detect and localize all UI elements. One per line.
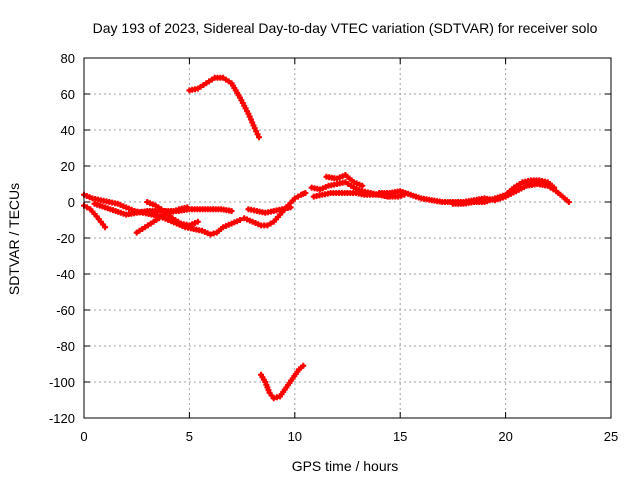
x-tick-label: 20 <box>498 429 512 444</box>
data-series <box>258 362 307 402</box>
y-tick-label: -60 <box>56 303 75 318</box>
data-series <box>449 177 558 207</box>
data-point <box>565 199 572 205</box>
x-tick-label: 0 <box>80 429 87 444</box>
y-tick-label: 0 <box>68 195 75 210</box>
data-series <box>241 190 309 229</box>
data-point <box>302 190 309 196</box>
axis-ticks: 80 60 40 20 0 -20 -40 -60 -80 -100 -120 0 5 10 15 20 25 <box>49 51 618 444</box>
data-point <box>102 224 109 231</box>
x-axis-title: GPS time / hours <box>292 458 399 474</box>
data-point <box>194 218 201 225</box>
y-tick-label: 40 <box>61 123 75 138</box>
data-point <box>184 204 191 211</box>
data-point <box>291 195 298 202</box>
y-tick-label: -40 <box>56 267 75 282</box>
data-point <box>294 193 301 200</box>
data-point <box>359 182 366 189</box>
y-tick-label: 20 <box>61 159 75 174</box>
y-tick-label: 60 <box>61 87 75 102</box>
data-point <box>228 208 235 214</box>
data-series <box>144 199 201 229</box>
y-tick-label: -80 <box>56 339 75 354</box>
y-tick-label: -120 <box>49 411 75 426</box>
data-point <box>84 204 91 211</box>
chart-title: Day 193 of 2023, Sidereal Day-to-day VTE… <box>93 20 598 36</box>
y-axis-title: SDTVAR / TECUs <box>6 183 22 295</box>
x-tick-label: 15 <box>393 429 407 444</box>
y-tick-label: -20 <box>56 231 75 246</box>
data-series <box>323 172 366 189</box>
x-tick-label: 25 <box>604 429 618 444</box>
data-point <box>255 134 262 141</box>
x-tick-label: 5 <box>186 429 193 444</box>
data-point <box>300 362 307 369</box>
data-point <box>264 222 271 229</box>
data-series <box>186 74 262 141</box>
y-tick-label: -100 <box>49 375 75 390</box>
plot-frame <box>83 57 612 419</box>
data-point <box>236 217 243 223</box>
data-points-layer <box>81 74 572 402</box>
data-point <box>551 184 558 191</box>
y-tick-label: 80 <box>61 51 75 66</box>
data-point <box>267 220 274 227</box>
grid-lines <box>84 58 611 418</box>
x-tick-label: 10 <box>288 429 302 444</box>
